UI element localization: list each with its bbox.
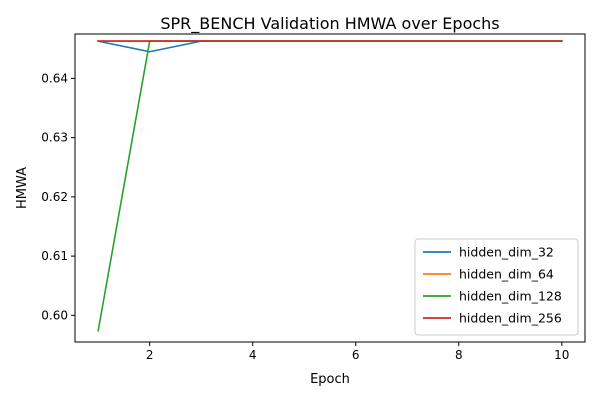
y-axis: 0.60 0.61 0.62 0.63 0.64 [41,71,75,322]
legend-label: hidden_dim_32 [459,245,554,260]
series-layer [97,40,563,332]
legend-label: hidden_dim_128 [459,289,562,304]
y-tick-label: 0.61 [41,249,68,263]
y-tick-label: 0.63 [41,131,68,145]
x-tick-label: 10 [554,348,569,362]
y-tick-label: 0.60 [41,308,68,322]
plot-area [74,33,586,343]
x-axis: 2 4 6 8 10 [146,342,569,362]
legend-label: hidden_dim_64 [459,267,554,282]
legend-box [414,238,579,336]
y-axis-label: HMWA [15,167,30,209]
y-tick-label: 0.64 [41,71,68,85]
axes-frame [74,33,586,343]
legend: hidden_dim_32 hidden_dim_64 hidden_dim_128… [414,238,579,336]
x-tick-label: 4 [249,348,257,362]
x-tick-label: 2 [146,348,154,362]
legend-label: hidden_dim_256 [459,311,562,326]
x-tick-label: 6 [352,348,360,362]
x-axis-label: Epoch [310,372,350,387]
chart-title: SPR_BENCH Validation HMWA over Epochs [160,14,499,34]
x-tick-label: 8 [455,348,463,362]
y-tick-label: 0.62 [41,190,68,204]
